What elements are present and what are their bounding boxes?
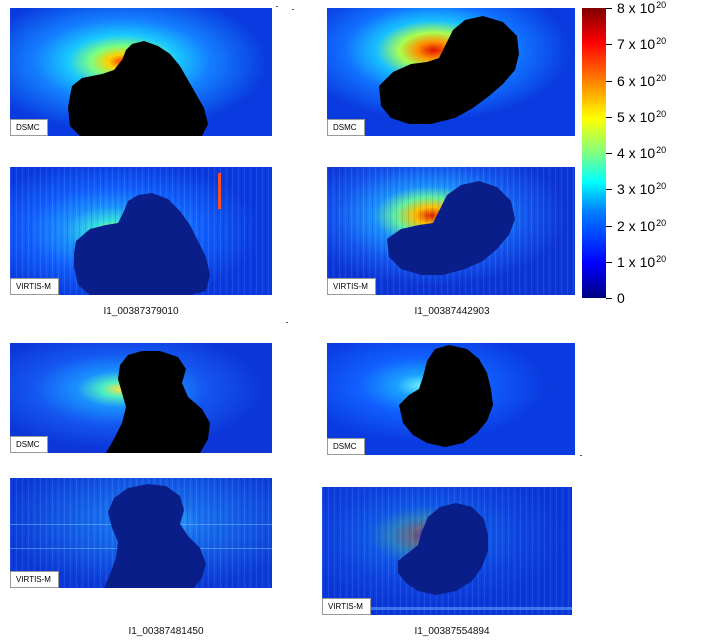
dsmc-density-map — [10, 8, 272, 136]
panel-label: VIRTIS-M — [10, 571, 59, 588]
colorbar-tick-label: 5 x 1020 — [617, 109, 667, 125]
stray-mark — [276, 6, 278, 7]
virtis-density-map — [322, 487, 572, 615]
colorbar-tick — [606, 8, 612, 9]
colorbar-tick-value: 2 x 10 — [617, 218, 656, 234]
colorbar-tick-exponent: 20 — [656, 0, 667, 10]
colorbar-tick-value: 5 x 10 — [617, 109, 656, 125]
colorbar-tick — [606, 81, 612, 82]
colorbar-tick-value: 0 — [617, 290, 625, 306]
colorbar-tick-exponent: 20 — [656, 109, 667, 119]
comet-nucleus-shape — [106, 351, 210, 453]
panel-virtis-2: VIRTIS-M — [327, 167, 575, 295]
image-caption: I1_00387442903 — [414, 306, 490, 317]
panel-label: DSMC — [327, 119, 365, 136]
colorbar-tick-label: 0 — [617, 291, 625, 305]
colorbar-tick — [606, 44, 612, 45]
panel-dsmc-3: DSMC — [10, 343, 272, 453]
colorbar-tick — [606, 262, 612, 263]
colorbar-tick — [606, 298, 612, 299]
colorbar-tick-exponent: 20 — [656, 145, 667, 155]
colorbar-tick-value: 4 x 10 — [617, 145, 656, 161]
colorbar-tick-exponent: 20 — [656, 36, 667, 46]
colorbar-tick-label: 3 x 1020 — [617, 181, 667, 197]
colorbar-tick — [606, 153, 612, 154]
colorbar-tick — [606, 189, 612, 190]
image-caption: I1_00387481450 — [128, 626, 204, 637]
panel-label: VIRTIS-M — [322, 598, 371, 615]
colorbar-tick-label: 2 x 1020 — [617, 218, 667, 234]
colorbar-tick-exponent: 20 — [656, 254, 667, 264]
panel-virtis-3: VIRTIS-M — [10, 478, 272, 588]
dsmc-density-map — [10, 343, 272, 453]
colorbar-tick-value: 6 x 10 — [617, 73, 656, 89]
panel-dsmc-2: DSMC — [327, 8, 575, 136]
colorbar-tick-value: 1 x 10 — [617, 254, 656, 270]
colorbar-tick — [606, 117, 612, 118]
comet-nucleus-shape — [379, 16, 519, 124]
panel-dsmc-4: DSMC — [327, 343, 575, 455]
stray-mark — [580, 455, 582, 456]
virtis-density-map — [10, 478, 272, 588]
colorbar-tick-exponent: 20 — [656, 218, 667, 228]
dsmc-density-map — [327, 343, 575, 455]
panel-label: DSMC — [10, 436, 48, 453]
panel-dsmc-1: DSMC — [10, 8, 272, 136]
colorbar-tick-label: 4 x 1020 — [617, 145, 667, 161]
colorbar-tick-exponent: 20 — [656, 73, 667, 83]
virtis-density-map — [327, 167, 575, 295]
colorbar-tick-label: 1 x 1020 — [617, 254, 667, 270]
colorbar-tick-label: 8 x 1020 — [617, 0, 667, 16]
comet-nucleus-shape — [74, 193, 210, 295]
stray-mark — [286, 322, 288, 323]
colorbar-tick-value: 7 x 10 — [617, 36, 656, 52]
panel-virtis-4: VIRTIS-M — [322, 487, 572, 615]
colorbar — [582, 8, 606, 298]
comet-nucleus-shape — [104, 484, 206, 588]
panel-label: VIRTIS-M — [327, 278, 376, 295]
virtis-density-map — [10, 167, 272, 295]
panel-label: DSMC — [10, 119, 48, 136]
dsmc-density-map — [327, 8, 575, 136]
comet-nucleus-shape — [387, 181, 515, 275]
panel-label: VIRTIS-M — [10, 278, 59, 295]
image-caption: I1_00387379010 — [103, 306, 179, 317]
comet-nucleus-shape — [398, 503, 488, 595]
panel-virtis-1: VIRTIS-M — [10, 167, 272, 295]
comet-nucleus-shape — [399, 345, 493, 447]
colorbar-tick-label: 6 x 1020 — [617, 73, 667, 89]
colorbar-tick-exponent: 20 — [656, 181, 667, 191]
colorbar-tick-label: 7 x 1020 — [617, 36, 667, 52]
comet-nucleus-shape — [68, 41, 208, 136]
colorbar-tick-value: 3 x 10 — [617, 181, 656, 197]
stray-mark — [292, 9, 294, 10]
colorbar-tick-value: 8 x 10 — [617, 0, 656, 16]
image-caption: I1_00387554894 — [414, 626, 490, 637]
colorbar-tick — [606, 226, 612, 227]
panel-label: DSMC — [327, 438, 365, 455]
